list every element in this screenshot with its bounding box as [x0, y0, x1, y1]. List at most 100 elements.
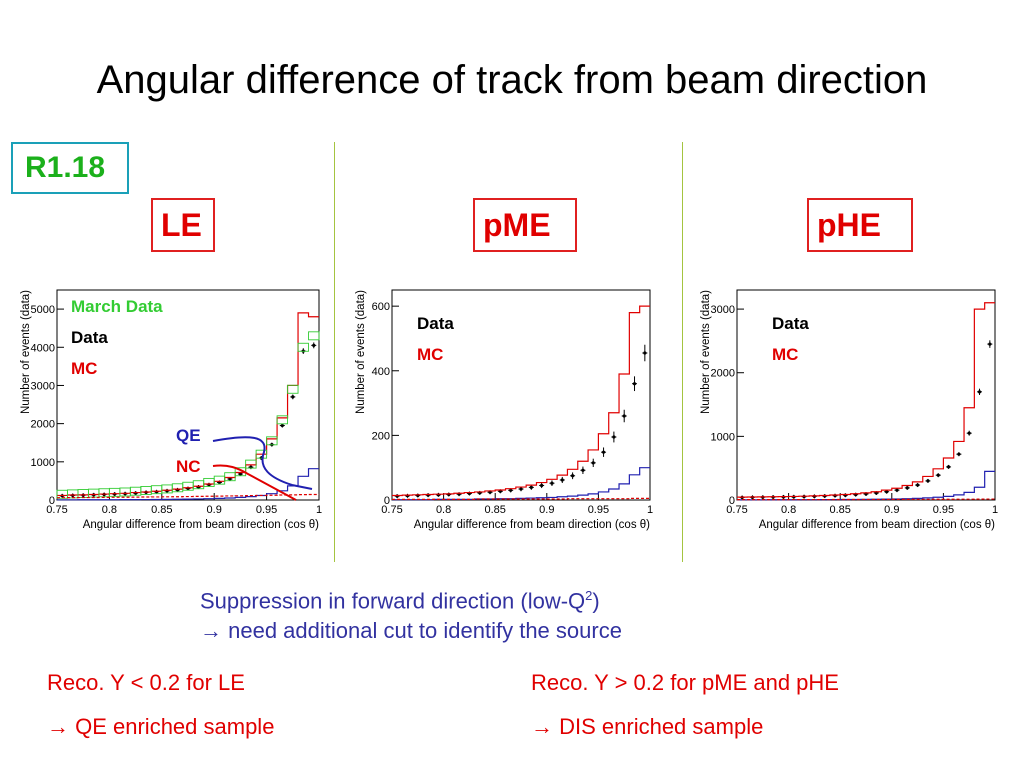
page-title: Angular difference of track from beam di…: [96, 58, 928, 102]
data-point: [581, 468, 585, 472]
histogram-phe: 0.75 0.8 0.85 0.9 0.95 1 0 1000 2000 3000 Angular …: [700, 289, 998, 531]
data-point: [885, 490, 889, 494]
x-tick-label: 1: [647, 504, 653, 516]
series-mc: [737, 302, 995, 498]
x-tick-label: 0.95: [933, 504, 954, 516]
data-point: [916, 483, 920, 487]
y-tick-label: 3000: [31, 380, 55, 392]
x-tick-label: 0.85: [151, 504, 172, 516]
x-tick-label: 0.9: [884, 504, 899, 516]
le-cut-text: Reco. Y < 0.2 for LE: [47, 670, 245, 695]
y-tick-label: 2000: [711, 368, 735, 380]
data-point: [540, 483, 544, 488]
dis-enriched-text: → DIS enriched sample: [531, 714, 764, 739]
nc-pointer-line: [212, 464, 297, 501]
series-mc: [392, 305, 650, 497]
x-axis-label: Angular difference from beam direction (…: [414, 519, 650, 531]
histogram-step-line: [57, 493, 319, 499]
legend-data: Data: [772, 314, 809, 333]
additional-cut-note: → need additional cut to identify the so…: [200, 618, 622, 643]
x-tick-label: 0.85: [829, 504, 850, 516]
legend-mc: MC: [417, 345, 443, 364]
data-point: [988, 342, 992, 346]
histogram-step-line: [57, 468, 319, 501]
x-tick-label: 0.75: [381, 504, 402, 516]
y-tick-label: 1000: [711, 431, 735, 443]
panel-label-phe: pHE: [807, 198, 913, 252]
march-data-box: [266, 436, 278, 446]
series-qe: [57, 468, 319, 501]
x-tick-label: 0.9: [207, 504, 222, 516]
data-point: [612, 435, 616, 439]
data-point: [967, 431, 971, 435]
y-axis-label: Number of events (data): [20, 290, 32, 414]
x-axis-label: Angular difference from beam direction (…: [759, 519, 995, 531]
march-data-box: [255, 449, 268, 459]
legend-data: Data: [71, 328, 108, 347]
data-point: [291, 395, 295, 399]
histogram-pme: 0.75 0.8 0.85 0.9 0.95 1 0 200 400 600 Angular dif…: [355, 289, 653, 531]
panel-label-le: LE: [151, 198, 215, 252]
release-tag: R1.18: [11, 142, 129, 194]
x-tick-label: 0.95: [256, 504, 277, 516]
data-point: [936, 473, 940, 477]
x-tick-label: 0.75: [726, 504, 747, 516]
qe-pointer-line: [212, 436, 313, 490]
histogram-step-line: [737, 498, 995, 501]
data-point: [905, 486, 909, 490]
x-tick-label: 1: [992, 504, 998, 516]
arrow-right-icon: →: [531, 714, 553, 739]
series-nc: [57, 493, 319, 499]
data-point: [228, 477, 232, 481]
panel-separator: [334, 142, 335, 562]
plot-frame: [391, 289, 651, 501]
y-tick-label: 600: [372, 301, 390, 313]
march-data-box: [287, 384, 299, 394]
march-data-box: [276, 415, 289, 425]
y-axis-label: Number of events (data): [355, 290, 367, 414]
x-tick-label: 0.95: [588, 504, 609, 516]
data-point: [560, 478, 564, 482]
histogram-step-line: [392, 305, 650, 497]
data-point: [591, 461, 595, 465]
y-tick-label: 2000: [31, 419, 55, 431]
x-tick-label: 0.9: [539, 504, 554, 516]
series-nc: [392, 497, 650, 500]
data-point: [926, 479, 930, 483]
series-data: [739, 340, 993, 500]
march-data-box: [245, 459, 257, 469]
data-point: [238, 472, 242, 476]
data-point: [977, 390, 982, 394]
arrow-right-icon: →: [200, 618, 222, 643]
y-tick-label: 4000: [31, 342, 55, 354]
x-tick-label: 0.8: [436, 504, 451, 516]
panel-label-pme: pME: [473, 198, 577, 252]
data-point: [622, 414, 626, 418]
march-data-box: [308, 331, 320, 341]
pme-phe-cut-text: Reco. Y > 0.2 for pME and pHE: [531, 670, 839, 695]
suppression-note: Suppression in forward direction (low-Q2…: [200, 588, 600, 614]
series-mc: [57, 312, 319, 497]
legend-mc: MC: [772, 345, 798, 364]
data-point: [946, 465, 951, 469]
data-point: [529, 485, 533, 489]
legend-march-data: March Data: [71, 297, 163, 316]
x-tick-label: 0.75: [46, 504, 67, 516]
data-point: [957, 452, 961, 456]
series-nc: [737, 498, 995, 501]
plot-frame: [736, 289, 996, 501]
data-point: [601, 450, 606, 454]
histogram-step-line: [392, 497, 650, 500]
data-point: [519, 487, 523, 491]
data-point: [643, 351, 647, 355]
data-point: [312, 343, 316, 347]
data-point: [571, 474, 575, 478]
legend-qe: QE: [176, 426, 201, 445]
data-point: [550, 481, 554, 485]
y-tick-label: 5000: [31, 304, 55, 316]
data-point: [509, 488, 513, 492]
qe-enriched-text: → QE enriched sample: [47, 714, 275, 739]
data-point: [280, 423, 284, 428]
y-tick-label: 3000: [711, 304, 735, 316]
